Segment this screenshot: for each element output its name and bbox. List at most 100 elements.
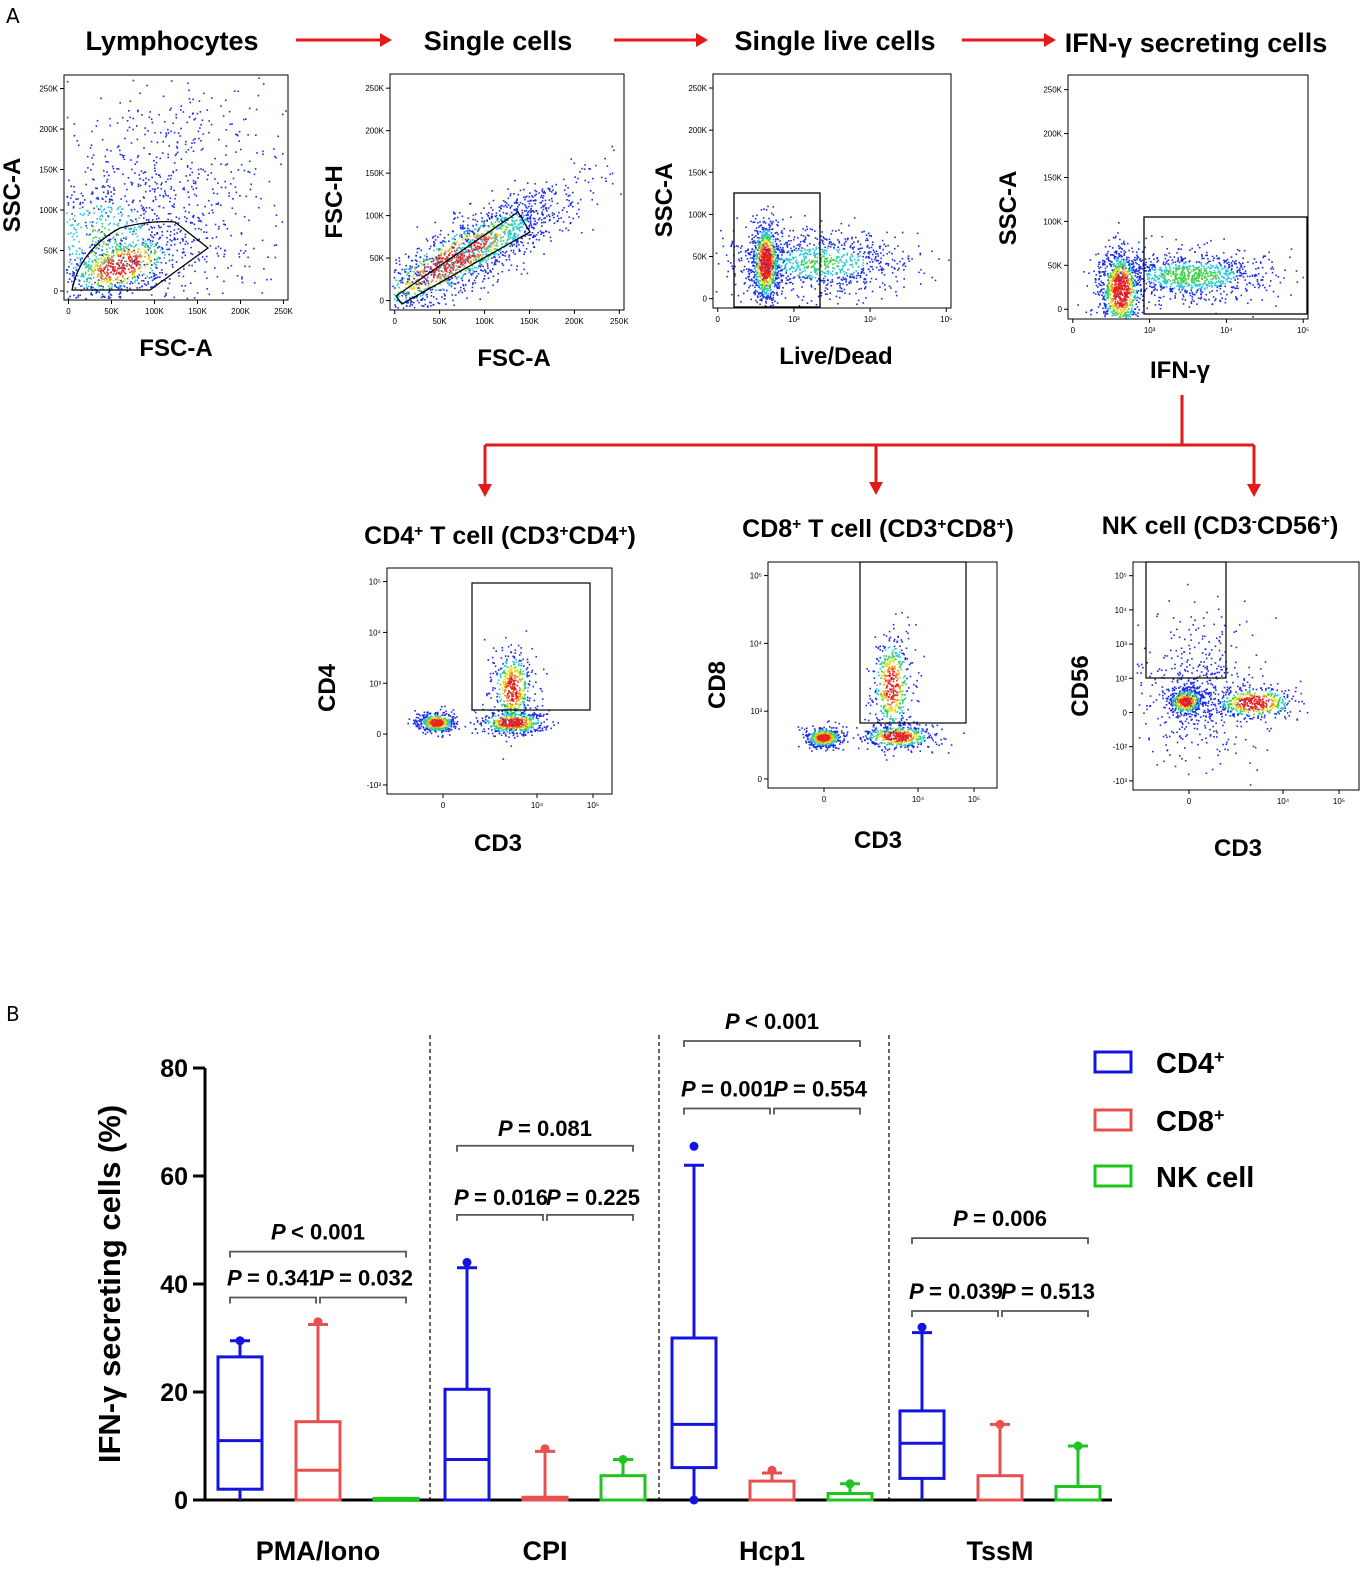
- event-dot: [829, 281, 832, 284]
- event-dot: [804, 269, 807, 272]
- event-dot: [176, 232, 178, 234]
- event-dot: [109, 287, 112, 290]
- event-dot: [764, 297, 767, 299]
- event-dot: [794, 270, 797, 273]
- event-dot: [731, 265, 733, 267]
- event-dot: [560, 217, 562, 219]
- event-dot: [862, 264, 864, 267]
- event-dot: [394, 269, 396, 272]
- event-dot: [481, 256, 484, 259]
- event-dot: [568, 199, 570, 202]
- event-dot: [508, 269, 510, 272]
- event-dot: [491, 217, 493, 219]
- event-dot: [494, 237, 496, 239]
- event-dot: [596, 203, 599, 205]
- event-dot: [443, 252, 445, 254]
- event-dot: [438, 267, 440, 270]
- event-dot: [527, 214, 529, 217]
- event-dot: [843, 273, 846, 276]
- event-dot: [527, 200, 529, 203]
- event-dot: [275, 244, 278, 246]
- event-dot: [753, 240, 755, 242]
- event-dot: [512, 227, 514, 229]
- event-dot: [498, 261, 500, 263]
- event-dot: [274, 155, 276, 158]
- event-dot: [121, 276, 124, 279]
- event-dot: [451, 281, 453, 284]
- event-dot: [786, 244, 789, 247]
- event-dot: [412, 270, 415, 273]
- event-dot: [765, 232, 767, 235]
- event-dot: [161, 251, 164, 254]
- event-dot: [808, 251, 811, 253]
- event-dot: [604, 177, 607, 180]
- event-dot: [767, 205, 769, 208]
- event-dot: [843, 253, 846, 256]
- event-dot: [432, 271, 434, 273]
- event-dot: [583, 168, 586, 170]
- event-dot: [785, 272, 788, 274]
- event-dot: [146, 84, 148, 87]
- event-dot: [488, 246, 491, 249]
- event-dot: [774, 232, 777, 235]
- event-dot: [540, 219, 543, 221]
- event-dot: [470, 273, 472, 275]
- event-dot: [192, 98, 194, 101]
- event-dot: [89, 200, 92, 203]
- event-dot: [395, 262, 398, 265]
- event-dot: [75, 269, 78, 271]
- event-dot: [776, 231, 778, 234]
- event-dot: [121, 154, 123, 156]
- event-dot: [148, 254, 151, 257]
- event-dot: [185, 240, 187, 243]
- event-dot: [142, 209, 145, 211]
- event-dot: [112, 263, 114, 265]
- event-dot: [102, 285, 105, 288]
- event-dot: [176, 238, 179, 240]
- event-dot: [857, 258, 860, 261]
- event-dot: [898, 267, 900, 270]
- event-dot: [249, 188, 252, 191]
- event-dot: [496, 248, 498, 251]
- event-dot: [416, 283, 418, 286]
- event-dot: [869, 261, 871, 263]
- event-dot: [460, 263, 462, 266]
- event-dot: [498, 250, 500, 252]
- event-dot: [432, 235, 435, 238]
- event-dot: [752, 255, 755, 258]
- event-dot: [101, 186, 104, 188]
- event-dot: [765, 284, 768, 287]
- event-dot: [489, 218, 491, 220]
- event-dot: [536, 212, 539, 215]
- event-dot: [191, 142, 193, 144]
- event-dot: [756, 276, 758, 278]
- event-dot: [811, 228, 814, 231]
- event-dot: [562, 221, 565, 223]
- event-dot: [443, 253, 446, 256]
- event-dot: [443, 264, 445, 267]
- event-dot: [553, 193, 556, 195]
- event-dot: [494, 261, 497, 263]
- event-dot: [793, 256, 795, 259]
- event-dot: [848, 224, 850, 227]
- event-dot: [173, 203, 175, 206]
- gate-1-ytick-label: 50K: [370, 254, 385, 263]
- event-dot: [504, 252, 507, 254]
- event-dot: [409, 283, 411, 285]
- event-dot: [747, 276, 749, 278]
- event-dot: [577, 177, 579, 180]
- event-dot: [495, 233, 497, 235]
- event-dot: [872, 261, 874, 263]
- event-dot: [152, 199, 155, 202]
- event-dot: [110, 198, 113, 201]
- event-dot: [452, 237, 455, 239]
- event-dot: [486, 263, 489, 265]
- event-dot: [424, 266, 426, 269]
- event-dot: [896, 262, 899, 265]
- event-dot: [524, 219, 527, 222]
- event-dot: [845, 279, 848, 281]
- event-dot: [401, 281, 404, 284]
- event-dot: [539, 230, 542, 232]
- event-dot: [393, 298, 396, 300]
- event-dot: [814, 277, 817, 279]
